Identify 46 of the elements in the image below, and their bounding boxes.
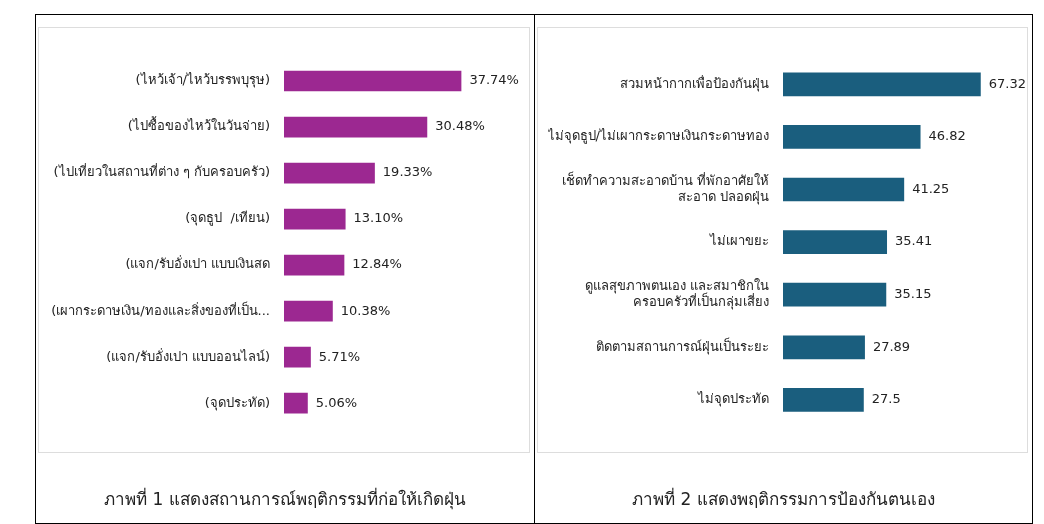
bar bbox=[284, 300, 333, 322]
y-tick-label: (ไปซื้อของไหว้ในวันจ่าย) bbox=[127, 116, 270, 134]
data-label: 5.06% bbox=[315, 394, 358, 410]
y-tick-label: เช็ดทำความสะอาดบ้าน ที่พักอาศัยให้ สะอาด ปลอดฝุ่น bbox=[561, 171, 769, 205]
bar bbox=[783, 282, 887, 307]
data-label: 30.48% bbox=[435, 118, 485, 134]
data-label: 27.5 bbox=[871, 391, 901, 407]
data-label: 12.84% bbox=[352, 256, 402, 272]
text: ภาพที่ 1 แสดงสถานการณ์พฤติกรรมที่ก่อให้เกิดฝุ่น bbox=[103, 486, 467, 512]
data-label: 5.71% bbox=[318, 348, 361, 364]
y-tick-label: ไม่เผาขยะ bbox=[709, 233, 769, 249]
bar bbox=[783, 388, 864, 412]
y-tick-label: สวมหน้ากากเพื่อป้องกันฝุ่น bbox=[620, 74, 769, 92]
bar bbox=[783, 177, 905, 202]
data-label: 37.74% bbox=[469, 72, 519, 88]
bar bbox=[284, 208, 346, 230]
data-label: 67.32 bbox=[988, 75, 1026, 91]
text: ภาพที่ 2 แสดงพฤติกรรมการป้องกันตนเอง bbox=[631, 486, 936, 511]
y-tick-label: ดูแลสุขภาพตนเอง และสมาชิกใน ครอบครัวที่เป็นกลุ่มเสี่ยง bbox=[584, 278, 769, 310]
bar bbox=[284, 392, 308, 414]
y-tick-label: (จุดประทัด) bbox=[204, 394, 270, 411]
bar bbox=[783, 72, 981, 97]
data-label: 35.15 bbox=[894, 286, 932, 302]
y-tick-label: (ไปเที่ยวในสถานที่ต่าง ๆ กับครอบครัว) bbox=[53, 163, 270, 180]
bar bbox=[284, 346, 311, 368]
y-tick-label: (เผากระดาษเงิน/ทองและสิ่งของที่เป็น... bbox=[51, 300, 270, 318]
y-tick-label: (ไหว้เจ้า/ไหว้บรรพบุรุษ) bbox=[135, 72, 270, 89]
y-tick-label: (แจก/รับอั่งเปา แบบออนไลน์) bbox=[106, 347, 270, 364]
bar bbox=[783, 230, 888, 254]
y-tick-label: (จุดธูป /เทียน) bbox=[185, 210, 270, 227]
data-label: 41.25 bbox=[912, 180, 950, 196]
bar bbox=[284, 254, 345, 276]
data-label: 46.82 bbox=[928, 128, 966, 144]
bar bbox=[284, 70, 462, 92]
data-label: 10.38% bbox=[340, 302, 391, 318]
y-tick-label: (แจก/รับอั่งเปา แบบเงินสด bbox=[125, 255, 270, 272]
y-tick-label: ไม่จุดประทัด bbox=[697, 391, 769, 408]
data-label: 19.33% bbox=[382, 164, 433, 180]
bar bbox=[284, 162, 375, 184]
bar bbox=[284, 116, 428, 138]
y-tick-label: ติดตามสถานการณ์ฝุ่นเป็นระยะ bbox=[596, 336, 769, 355]
data-label: 35.41 bbox=[895, 233, 933, 249]
bar bbox=[783, 125, 921, 149]
data-label: 13.10% bbox=[353, 210, 404, 226]
data-label: 27.89 bbox=[872, 338, 911, 354]
bar bbox=[783, 335, 865, 360]
